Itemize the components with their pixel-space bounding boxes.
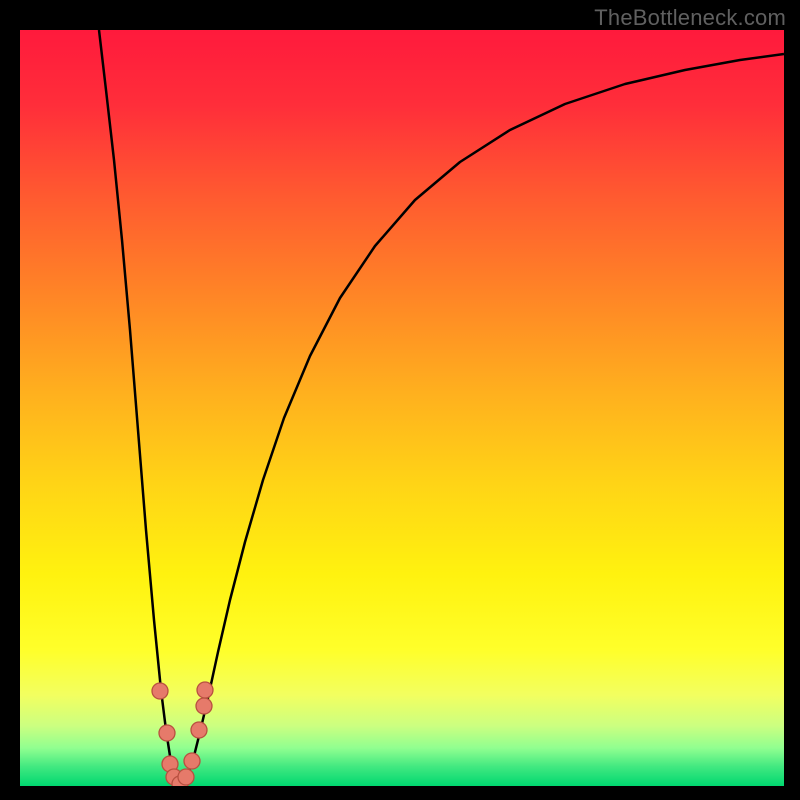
data-marker bbox=[191, 722, 207, 738]
bottleneck-curve bbox=[99, 30, 784, 786]
marker-group bbox=[152, 682, 213, 786]
chart-svg bbox=[20, 30, 784, 786]
data-marker bbox=[197, 682, 213, 698]
data-marker bbox=[178, 769, 194, 785]
watermark-label: TheBottleneck.com bbox=[594, 5, 786, 31]
data-marker bbox=[159, 725, 175, 741]
data-marker bbox=[152, 683, 168, 699]
data-marker bbox=[196, 698, 212, 714]
data-marker bbox=[184, 753, 200, 769]
chart-container bbox=[20, 30, 784, 786]
